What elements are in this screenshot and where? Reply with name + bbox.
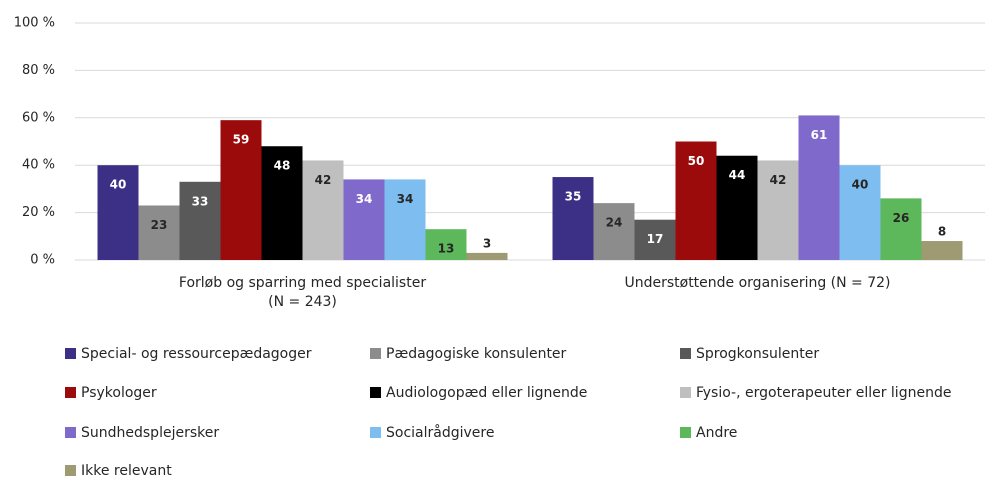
bar: [466, 252, 508, 260]
data-label: 44: [729, 168, 746, 182]
data-label: 48: [274, 159, 291, 173]
data-label: 3: [483, 236, 491, 250]
data-label: 34: [397, 192, 414, 206]
legend-item: Andre: [680, 425, 737, 441]
y-tick-label: 20 %: [22, 205, 55, 220]
bar: [675, 141, 717, 260]
legend-swatch: [65, 387, 76, 398]
legend-swatch: [680, 387, 691, 398]
bar: [97, 165, 139, 260]
legend-item: Ikke relevant: [65, 463, 172, 479]
data-label: 33: [192, 194, 209, 208]
bar: [716, 155, 758, 260]
legend-label: Andre: [696, 425, 738, 441]
y-tick-label: 40 %: [22, 158, 55, 173]
legend-label: Pædagogiske konsulenter: [386, 346, 567, 362]
legend-item: Sprogkonsulenter: [680, 346, 819, 362]
bar: [839, 165, 881, 260]
y-tick-label: 0 %: [30, 253, 55, 268]
y-tick-label: 80 %: [22, 63, 55, 78]
bar: [757, 160, 799, 260]
data-label: 8: [938, 225, 946, 239]
legend-swatch: [370, 348, 381, 359]
bar: [798, 115, 840, 261]
data-label: 24: [606, 216, 623, 230]
legend-swatch: [65, 465, 76, 476]
legend-item: Sundhedsplejersker: [65, 425, 219, 441]
bar: [343, 179, 385, 260]
legend-label: Fysio-, ergoterapeuter eller lignende: [696, 385, 952, 401]
legend-swatch: [680, 348, 691, 359]
x-tick-label: Forløb og sparring med specialister (N =…: [178, 275, 427, 310]
legend-label: Audiologopæd eller lignende: [386, 385, 588, 401]
data-label: 13: [438, 242, 455, 256]
legend-item: Fysio-, ergoterapeuter eller lignende: [680, 385, 951, 401]
data-label: 40: [852, 178, 869, 192]
bar: [220, 120, 262, 260]
data-label: 61: [811, 128, 828, 142]
legend-label: Psykologer: [81, 385, 157, 401]
bar: [179, 181, 221, 260]
bar: [593, 203, 635, 260]
data-label: 59: [233, 133, 250, 147]
data-label: 42: [770, 173, 787, 187]
data-label: 40: [110, 178, 127, 192]
data-label: 17: [647, 232, 664, 246]
legend-label: Special- og ressourcepædagoger: [81, 346, 312, 362]
bar: [921, 241, 963, 260]
y-tick-label: 60 %: [22, 110, 55, 125]
bar: [425, 229, 467, 260]
data-label: 26: [893, 211, 910, 225]
legend-label: Sprogkonsulenter: [696, 346, 820, 362]
legend-item: Special- og ressourcepædagoger: [65, 346, 312, 362]
legend-label: Ikke relevant: [81, 463, 172, 479]
data-label: 50: [688, 154, 705, 168]
legend-swatch: [65, 427, 76, 438]
bar: [384, 179, 426, 260]
legend-label: Socialrådgivere: [386, 425, 495, 441]
bar: [302, 160, 344, 260]
data-label: 35: [565, 190, 582, 204]
bar: [138, 205, 180, 260]
bar: [261, 146, 303, 260]
legend-item: Psykologer: [65, 385, 157, 401]
data-label: 34: [356, 192, 373, 206]
legend-item: Pædagogiske konsulenter: [370, 346, 566, 362]
bar: [634, 219, 676, 260]
legend-swatch: [370, 427, 381, 438]
legend-item: Socialrådgivere: [370, 425, 494, 441]
x-tick-label: Understøttende organisering (N = 72): [624, 275, 891, 291]
legend-swatch: [680, 427, 691, 438]
legend-item: Audiologopæd eller lignende: [370, 385, 587, 401]
legend-swatch: [65, 348, 76, 359]
bar: [552, 177, 594, 260]
data-label: 42: [315, 173, 332, 187]
legend-label: Sundhedsplejersker: [81, 425, 220, 441]
data-label: 23: [151, 218, 168, 232]
bar: [880, 198, 922, 260]
legend-swatch: [370, 387, 381, 398]
y-tick-label: 100 %: [14, 16, 55, 31]
